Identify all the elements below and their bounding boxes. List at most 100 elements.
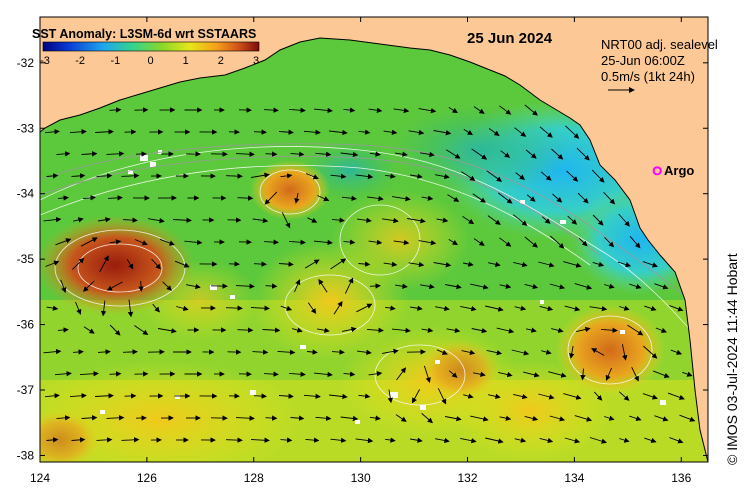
current-arrow	[435, 437, 450, 444]
current-arrow	[162, 281, 172, 291]
current-arrow	[447, 194, 460, 202]
current-arrow	[305, 437, 320, 443]
current-arrow	[43, 216, 62, 223]
colorbar-tick-label: 3	[253, 55, 259, 67]
current-arrow	[669, 305, 684, 312]
current-arrow	[539, 437, 554, 444]
current-arrow	[288, 239, 306, 245]
current-arrow	[356, 303, 373, 313]
current-arrow	[369, 151, 381, 157]
current-arrow	[563, 393, 582, 400]
current-arrow	[667, 392, 685, 400]
current-arrow	[499, 105, 512, 115]
current-arrow	[290, 151, 305, 157]
current-arrow	[383, 261, 398, 267]
current-arrow	[357, 217, 372, 223]
current-arrow	[96, 173, 113, 179]
current-arrow	[358, 129, 371, 135]
current-arrow	[265, 415, 278, 421]
current-arrow	[605, 367, 613, 381]
current-arrow	[98, 217, 111, 223]
colorbar-title: SST Anomaly: L3SM-6d wrt SSTAARS	[32, 27, 256, 41]
current-arrow	[81, 415, 98, 421]
current-arrow	[564, 437, 581, 444]
current-arrow	[56, 151, 71, 157]
current-arrow	[619, 437, 630, 443]
current-arrow	[549, 235, 565, 249]
argo-label: Argo	[664, 163, 694, 178]
colorbar: SST Anomaly: L3SM-6d wrt SSTAARS -3 -2 -1 0…	[32, 27, 260, 67]
argo-marker-icon[interactable]	[652, 166, 662, 176]
current-arrow	[593, 391, 603, 401]
current-arrow	[627, 324, 644, 336]
current-arrow	[46, 305, 59, 311]
current-arrow	[654, 415, 669, 422]
current-arrow	[578, 237, 588, 247]
y-tick-label: -33	[17, 121, 35, 135]
current-arrow	[159, 238, 175, 246]
current-arrow	[294, 193, 300, 204]
current-arrow	[313, 107, 333, 114]
current-arrow	[307, 302, 317, 315]
current-arrow	[574, 283, 593, 290]
current-arrow	[621, 344, 628, 361]
current-arrow	[485, 437, 504, 444]
current-arrow	[391, 327, 411, 334]
current-arrow	[473, 106, 485, 114]
current-arrow	[366, 327, 384, 333]
current-arrow	[486, 349, 503, 356]
current-arrow	[408, 129, 425, 136]
current-arrow	[109, 239, 122, 245]
current-arrow	[473, 371, 486, 377]
current-arrow	[420, 283, 435, 290]
x-tick-label: 132	[458, 471, 478, 485]
current-arrow	[54, 371, 72, 377]
current-arrow	[121, 437, 140, 443]
sealevel-contours	[40, 146, 708, 406]
current-arrow	[82, 280, 95, 292]
current-arrow	[121, 173, 140, 179]
current-arrow	[471, 148, 488, 160]
current-arrow	[524, 283, 539, 290]
current-arrow	[109, 324, 121, 336]
current-arrow	[288, 107, 306, 113]
current-arrow	[263, 371, 279, 377]
x-tick-label: 126	[137, 471, 157, 485]
current-arrow	[250, 437, 270, 443]
current-arrow	[106, 151, 125, 157]
current-arrow	[448, 370, 458, 378]
current-arrow	[470, 415, 489, 422]
current-arrow	[513, 261, 528, 268]
current-arrow	[589, 305, 608, 312]
current-arrow	[591, 169, 605, 183]
y-tick-label: -34	[17, 187, 35, 201]
current-arrow	[485, 305, 504, 312]
argo-float[interactable]: Argo	[652, 163, 695, 178]
current-arrow	[617, 261, 632, 268]
current-arrow	[410, 173, 423, 179]
current-arrow	[563, 261, 582, 268]
current-arrow	[97, 349, 111, 355]
current-arrow	[100, 300, 107, 317]
current-arrow	[237, 327, 254, 333]
current-arrow	[106, 415, 125, 421]
y-tick-label: -37	[17, 383, 35, 397]
current-arrow	[60, 279, 67, 293]
current-arrow	[524, 236, 538, 248]
current-arrow	[410, 305, 423, 311]
current-arrow	[385, 173, 396, 179]
current-arrow	[486, 170, 503, 182]
current-arrow	[340, 151, 359, 158]
current-arrow	[569, 346, 575, 359]
current-arrow	[331, 349, 345, 355]
current-arrow	[460, 437, 477, 444]
current-arrow	[574, 415, 593, 422]
current-arrow	[670, 349, 683, 355]
land	[39, 16, 709, 463]
vector-legend: NRT00 adj. sealevel 25-Jun 06:00Z 0.5m/s…	[601, 37, 718, 93]
current-arrow	[277, 349, 296, 355]
current-arrow	[592, 261, 605, 267]
current-arrow	[151, 258, 162, 270]
current-arrow	[448, 239, 458, 246]
current-arrow	[174, 260, 190, 268]
